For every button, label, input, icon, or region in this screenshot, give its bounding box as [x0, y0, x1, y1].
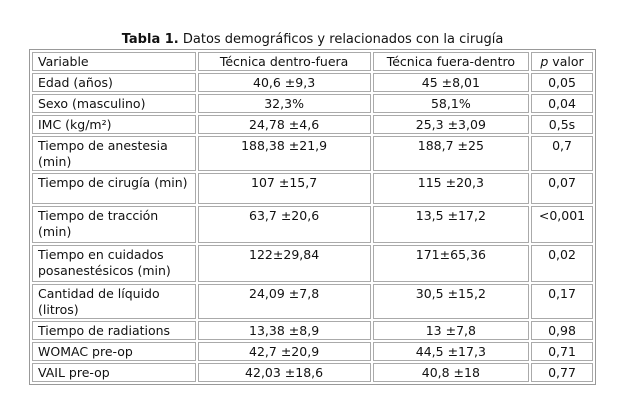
table-cell: 58,1%	[372, 94, 530, 113]
header-cell: Técnica dentro-fuera	[197, 52, 371, 71]
row-label: Tiempo de cirugía (min)	[32, 173, 196, 204]
row-label: VAIL pre-op	[32, 363, 196, 382]
table-cell: 0,5s	[531, 115, 593, 134]
header-cell: Variable	[32, 52, 196, 71]
table-cell: 30,5 ±15,2	[372, 284, 530, 319]
table-cell: 25,3 ±3,09	[372, 115, 530, 134]
table-cell: 0,04	[531, 94, 593, 113]
table-cell: 0,7	[531, 136, 593, 171]
table-cell: 171±65,36	[372, 245, 530, 282]
table-cell: 115 ±20,3	[372, 173, 530, 204]
table-cell: 24,78 ±4,6	[197, 115, 371, 134]
table-cell: 24,09 ±7,8	[197, 284, 371, 319]
table-cell: 40,8 ±18	[372, 363, 530, 382]
table-row: Tiempo de tracción (min) 63,7 ±20,6 13,5 ±…	[32, 206, 593, 243]
table-caption: Tabla 1. Datos demográficos y relacionad…	[0, 32, 625, 47]
header-italic: p	[540, 54, 549, 69]
table-cell: <0,001	[531, 206, 593, 243]
table-cell: 0,02	[531, 245, 593, 282]
table-row: WOMAC pre-op 42,7 ±20,9 44,5 ±17,3 0,71	[32, 342, 593, 361]
table-cell: 13,38 ±8,9	[197, 321, 371, 340]
data-table: Variable Técnica dentro-fuera Técnica fuer…	[29, 49, 596, 385]
table-cell: 107 ±15,7	[197, 173, 371, 204]
table-cell: 122±29,84	[197, 245, 371, 282]
table-row: IMC (kg/m²) 24,78 ±4,6 25,3 ±3,09 0,5s	[32, 115, 593, 134]
row-label: Tiempo de radiations	[32, 321, 196, 340]
table-cell: 188,7 ±25	[372, 136, 530, 171]
table-row: Tiempo de radiations 13,38 ±8,9 13 ±7,8 0,9…	[32, 321, 593, 340]
header-row: Variable Técnica dentro-fuera Técnica fuer…	[32, 52, 593, 71]
table-cell: 13,5 ±17,2	[372, 206, 530, 243]
table-cell: 0,17	[531, 284, 593, 319]
table-cell: 13 ±7,8	[372, 321, 530, 340]
header-cell: Técnica fuera-dentro	[372, 52, 530, 71]
row-label: Tiempo en cuidados posanestésicos (min)	[32, 245, 196, 282]
caption-label: Tabla 1.	[121, 32, 179, 47]
header-cell: p valor	[531, 52, 593, 71]
table-cell: 0,98	[531, 321, 593, 340]
header-text: valor	[552, 54, 584, 69]
row-label: Tiempo de tracción (min)	[32, 206, 196, 243]
table-row: Edad (años) 40,6 ±9,3 45 ±8,01 0,05	[32, 73, 593, 92]
table-row: Tiempo de cirugía (min) 107 ±15,7 115 ±20,…	[32, 173, 593, 204]
caption-text: Datos demográficos y relacionados con la…	[182, 32, 504, 47]
table-cell: 63,7 ±20,6	[197, 206, 371, 243]
table-cell: 42,7 ±20,9	[197, 342, 371, 361]
table-cell: 45 ±8,01	[372, 73, 530, 92]
table-row: Tiempo en cuidados posanestésicos (min) 1…	[32, 245, 593, 282]
row-label: Edad (años)	[32, 73, 196, 92]
table-cell: 0,07	[531, 173, 593, 204]
table-cell: 0,71	[531, 342, 593, 361]
row-label: Tiempo de anestesia (min)	[32, 136, 196, 171]
table-cell: 188,38 ±21,9	[197, 136, 371, 171]
row-label: IMC (kg/m²)	[32, 115, 196, 134]
table-row: Tiempo de anestesia (min) 188,38 ±21,9 188…	[32, 136, 593, 171]
table-row: Cantidad de líquido (litros) 24,09 ±7,8 30…	[32, 284, 593, 319]
table-cell: 0,77	[531, 363, 593, 382]
table-cell: 42,03 ±18,6	[197, 363, 371, 382]
table-cell: 40,6 ±9,3	[197, 73, 371, 92]
row-label: Sexo (masculino)	[32, 94, 196, 113]
table-cell: 0,05	[531, 73, 593, 92]
table-cell: 32,3%	[197, 94, 371, 113]
table-row: Sexo (masculino) 32,3% 58,1% 0,04	[32, 94, 593, 113]
row-label: Cantidad de líquido (litros)	[32, 284, 196, 319]
table-row: VAIL pre-op 42,03 ±18,6 40,8 ±18 0,77	[32, 363, 593, 382]
table-cell: 44,5 ±17,3	[372, 342, 530, 361]
row-label: WOMAC pre-op	[32, 342, 196, 361]
